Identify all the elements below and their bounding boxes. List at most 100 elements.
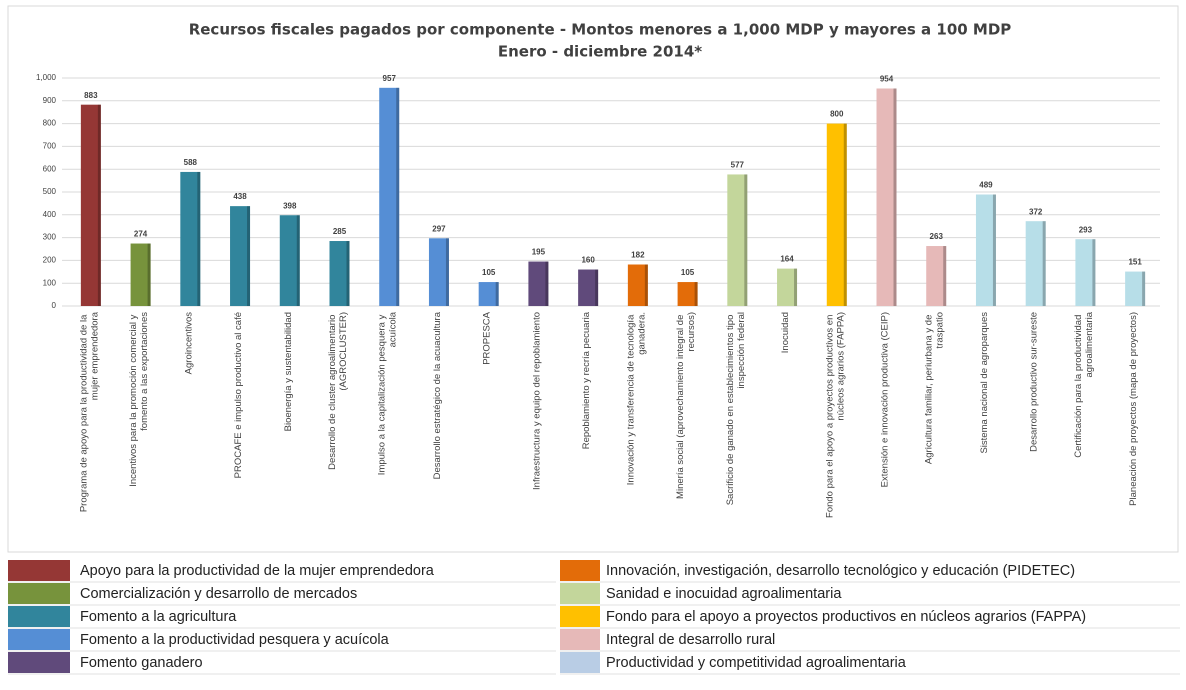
bar — [428, 238, 449, 306]
bar — [926, 246, 947, 306]
value-label: 274 — [134, 230, 148, 239]
x-tick-label: Certificación para la productividad agro… — [1072, 311, 1094, 457]
x-tick-label: Bioenergía y sustentabilidad — [282, 312, 293, 431]
x-tick-label: Agricultura familiar, periurbana y de tr… — [923, 312, 945, 464]
bar — [627, 264, 648, 306]
bar — [1025, 221, 1046, 306]
x-tick-label: Minería social (aprovechamiento integral… — [675, 312, 697, 499]
legend-label: Apoyo para la productividad de la mujer … — [80, 563, 435, 579]
value-label: 195 — [532, 248, 546, 257]
bar-side — [495, 282, 499, 306]
bar-side — [346, 241, 350, 306]
x-tick-label: Incentivos para la promoción comercial y… — [128, 312, 150, 487]
y-tick-label: 900 — [43, 96, 57, 105]
bar-side — [97, 104, 101, 307]
x-tick-label: Planeación de proyectos (mapa de proyect… — [1128, 312, 1139, 506]
value-label: 372 — [1029, 207, 1043, 216]
bar — [478, 282, 499, 306]
x-tick-label: Desarrollo productivo sur-sureste — [1028, 312, 1039, 452]
y-tick-label: 100 — [43, 278, 57, 287]
value-label: 263 — [930, 232, 944, 241]
bar-side — [694, 282, 698, 306]
x-tick-label: Agroincentivos — [183, 312, 194, 375]
value-label: 151 — [1128, 258, 1142, 267]
bar-side — [296, 215, 300, 306]
bar — [1075, 239, 1096, 306]
bar-side — [843, 123, 847, 306]
value-label: 588 — [184, 158, 198, 167]
value-label: 957 — [383, 74, 397, 83]
x-tick-label: Extensión e innovación productiva (CEIP) — [879, 312, 890, 487]
bar-side — [445, 238, 449, 306]
bar — [379, 87, 400, 306]
bar-side — [147, 243, 151, 306]
legend-label: Innovación, investigación, desarrollo te… — [606, 563, 1075, 579]
legend-swatch — [8, 629, 70, 650]
bar-side — [545, 261, 549, 306]
legend-swatch — [8, 652, 70, 673]
legend-label: Fondo para el apoyo a proyectos producti… — [606, 609, 1086, 625]
bar-side — [595, 269, 599, 306]
chart-title: Recursos fiscales pagados por componente… — [189, 21, 1012, 39]
bar — [975, 194, 996, 306]
bar-side — [197, 171, 201, 306]
value-label: 285 — [333, 227, 347, 236]
x-tick-label: Fondo para el apoyo a proyectos producti… — [824, 312, 846, 518]
legend-label: Sanidad e inocuidad agroalimentaria — [606, 586, 842, 602]
bar — [130, 243, 151, 306]
value-label: 800 — [830, 110, 844, 119]
bar-side — [1092, 239, 1096, 306]
bar — [1125, 271, 1146, 306]
legend-swatch — [8, 560, 70, 581]
y-tick-label: 200 — [43, 256, 57, 265]
legend-swatch — [560, 560, 600, 581]
bar — [727, 174, 748, 306]
legend-label: Integral de desarrollo rural — [606, 632, 775, 648]
x-tick-label: Programa de apoyo para la productividad … — [78, 311, 100, 512]
bar — [230, 206, 251, 306]
x-tick-label: Inocuidad — [780, 312, 791, 353]
legend-swatch — [8, 606, 70, 627]
bar — [528, 261, 549, 306]
value-label: 883 — [84, 91, 98, 100]
bar-side — [893, 88, 897, 306]
legend-label: Fomento a la agricultura — [80, 609, 237, 625]
bar — [180, 171, 201, 306]
legend-swatch — [560, 583, 600, 604]
legend-swatch — [8, 583, 70, 604]
value-label: 297 — [432, 224, 446, 233]
bar — [329, 241, 350, 306]
bar-side — [1042, 221, 1046, 306]
y-tick-label: 0 — [52, 301, 57, 310]
bar-side — [396, 87, 400, 306]
y-tick-label: 700 — [43, 142, 57, 151]
legend-label: Comercialización y desarrollo de mercado… — [80, 586, 357, 602]
y-tick-label: 500 — [43, 187, 57, 196]
legend-label: Fomento ganadero — [80, 655, 203, 671]
x-tick-label: Sistema nacional de agroparques — [978, 312, 989, 454]
bar — [876, 88, 897, 306]
value-label: 293 — [1079, 225, 1093, 234]
legend-swatch — [560, 629, 600, 650]
chart-subtitle: Enero - diciembre 2014* — [498, 43, 702, 61]
bar-side — [794, 268, 798, 306]
value-label: 577 — [731, 161, 745, 170]
x-tick-label: PROPESCA — [481, 311, 492, 364]
bar — [677, 282, 698, 306]
x-tick-label: PROCAFE e impulso productivo al café — [233, 312, 244, 478]
x-tick-label: Innovación y transferencia de tecnología… — [625, 312, 647, 485]
value-label: 438 — [233, 192, 247, 201]
bar-side — [744, 174, 748, 306]
bar — [777, 268, 798, 306]
y-tick-label: 400 — [43, 210, 57, 219]
bar — [578, 269, 599, 306]
bar — [826, 123, 847, 306]
y-tick-label: 300 — [43, 233, 57, 242]
value-label: 489 — [979, 181, 993, 190]
value-label: 105 — [482, 268, 496, 277]
value-label: 954 — [880, 75, 894, 84]
x-tick-label: Infraestructura y equipo del repoblamien… — [531, 312, 542, 490]
bar-side — [247, 206, 251, 306]
chart-border — [7, 5, 1179, 553]
